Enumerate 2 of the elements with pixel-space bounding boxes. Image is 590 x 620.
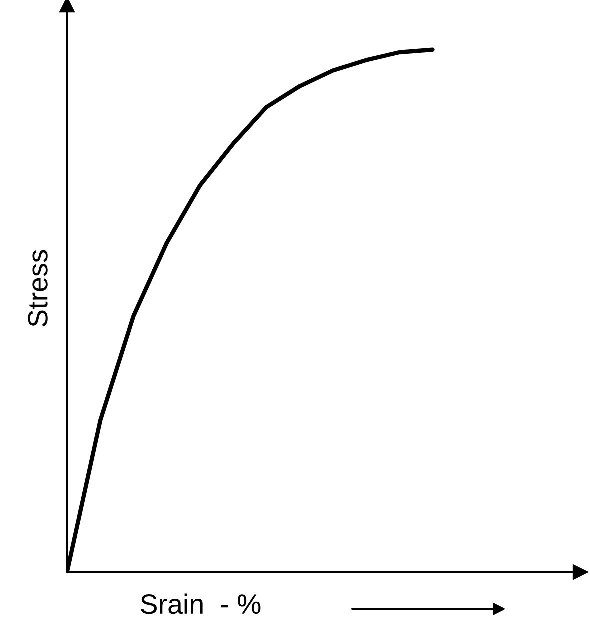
y-axis-title: Stress (28, 250, 48, 327)
x-axis-title: Srain - % (141, 594, 261, 614)
